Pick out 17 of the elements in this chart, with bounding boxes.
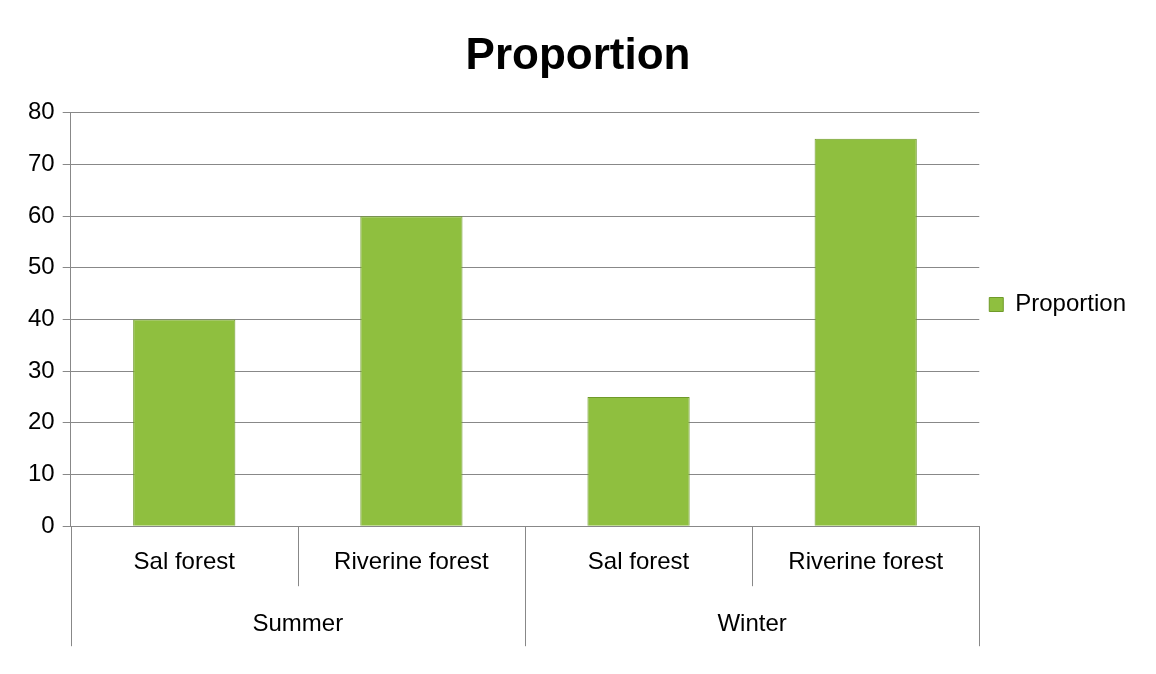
y-tick-label: 50 [27,252,55,280]
y-tick-label: 40 [27,304,55,332]
y-tick-label: 20 [27,407,55,435]
y-tick-label: 60 [27,200,55,228]
x-tick-label: Sal forest [587,547,690,575]
y-tick-label: 0 [41,510,55,538]
chart-title: Proportion [465,28,691,78]
y-tick-label: 80 [27,97,55,125]
text: Winter [717,608,787,636]
text: Summer [252,608,344,636]
y-tick-label: 10 [27,459,55,487]
y-tick-label: 30 [27,355,55,383]
legend-label: Proportion [1015,289,1126,317]
x-tick-label: Riverine forest [788,547,944,575]
x-tick-label: Sal forest [133,547,236,575]
y-tick-label: 70 [27,149,55,177]
x-tick-label: Riverine forest [334,547,490,575]
